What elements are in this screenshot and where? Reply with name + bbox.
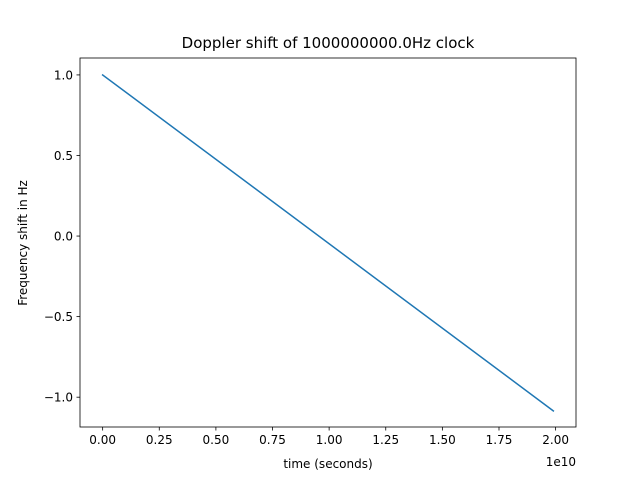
- plot-area: [79, 57, 577, 428]
- x-tick-label: 0.00: [89, 433, 116, 447]
- y-tick-label: 0.5: [54, 149, 73, 163]
- axes-frame: [79, 57, 577, 428]
- y-tick-label: −0.5: [44, 310, 73, 324]
- x-tick-label: 0.25: [146, 433, 173, 447]
- y-axis-label: Frequency shift in Hz: [16, 180, 30, 306]
- x-tick-label: 1.75: [486, 433, 513, 447]
- y-tick-label: 0.0: [54, 230, 73, 244]
- series-line-0: [101, 73, 555, 412]
- chart-title: Doppler shift of 1000000000.0Hz clock: [182, 34, 475, 52]
- x-axis-offset-label: 1e10: [546, 455, 576, 469]
- x-axis-label: time (seconds): [283, 457, 372, 471]
- y-axis-ticks: 1.0 0.5 0.0 −0.5 −1.0: [44, 68, 80, 405]
- x-tick-label: 1.00: [316, 433, 343, 447]
- x-axis-ticks: 0.00 0.25 0.50 0.75 1.00 1.25 1.50 1.75 2.00: [89, 427, 569, 447]
- x-tick-label: 1.25: [372, 433, 399, 447]
- x-tick-label: 0.75: [259, 433, 286, 447]
- y-tick-label: 1.0: [54, 68, 73, 82]
- x-tick-label: 1.50: [429, 433, 456, 447]
- x-tick-label: 0.50: [203, 433, 230, 447]
- y-tick-label: −1.0: [44, 391, 73, 405]
- x-tick-label: 2.00: [542, 433, 569, 447]
